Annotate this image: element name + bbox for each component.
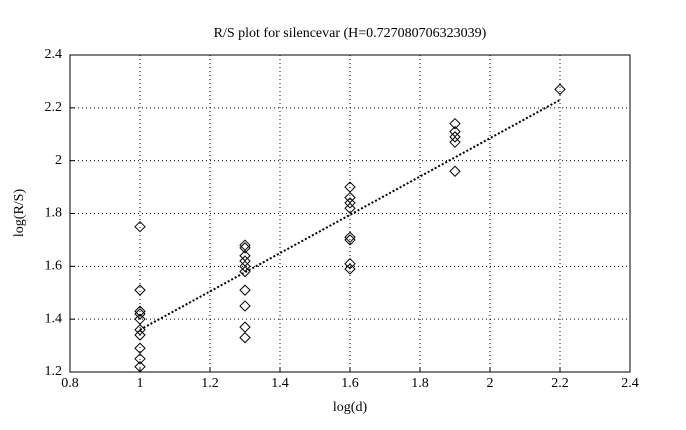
x-axis-label: log(d) [333, 400, 368, 415]
y-tick-label: 2 [55, 153, 62, 168]
data-point [344, 202, 356, 214]
data-point [344, 234, 356, 246]
chart-title: R/S plot for silencevar (H=0.72708070632… [214, 26, 487, 41]
data-point [554, 83, 566, 96]
data-point [239, 284, 251, 296]
data-point [134, 329, 146, 341]
data-point [449, 131, 461, 143]
data-point [449, 165, 461, 177]
data-point [344, 197, 356, 209]
data-point [134, 308, 146, 320]
data-point [344, 231, 356, 243]
data-point [239, 260, 251, 273]
y-tick-label: 2.2 [45, 100, 63, 115]
data-point [134, 284, 146, 296]
x-tick-label: 2.2 [551, 376, 569, 391]
data-point [239, 331, 251, 344]
x-tick-label: 2.4 [621, 376, 639, 391]
data-point [449, 117, 461, 130]
data-point [344, 257, 356, 270]
data-point [449, 136, 461, 148]
data-point [239, 242, 251, 254]
plot-frame [69, 54, 631, 373]
x-tick-label: 1.6 [341, 376, 359, 391]
data-point [134, 305, 146, 317]
data-point [134, 221, 146, 233]
x-tick-label: 1.4 [271, 376, 289, 391]
x-tick-label: 1 [137, 376, 144, 391]
x-tick-label: 1.2 [201, 376, 219, 391]
data-point [239, 300, 251, 312]
data-point [344, 263, 356, 275]
x-tick-label: 2 [487, 376, 494, 391]
y-axis-label: log(R/S) [12, 189, 27, 238]
y-tick-label: 2.4 [45, 47, 63, 62]
y-tick-label: 1.4 [45, 311, 63, 326]
x-tick-label: 1.8 [411, 376, 429, 391]
y-tick-label: 1.8 [45, 206, 63, 221]
y-tick-label: 1.2 [45, 364, 63, 379]
data-point [134, 361, 146, 373]
data-point [239, 265, 251, 278]
y-tick-label: 1.6 [45, 259, 63, 274]
data-point [134, 353, 146, 365]
x-tick-label: 0.8 [61, 376, 79, 391]
data-point [134, 324, 146, 336]
